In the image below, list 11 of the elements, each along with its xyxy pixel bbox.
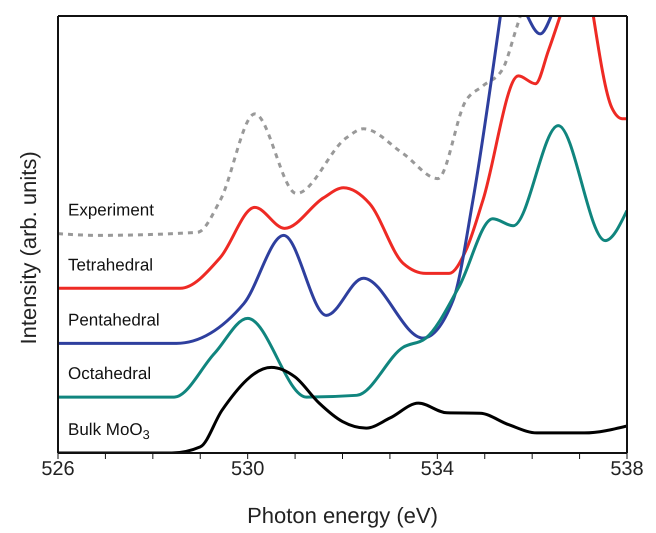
x-axis-title: Photon energy (eV) (247, 503, 438, 528)
x-tick-label: 530 (230, 458, 264, 480)
series-label: Pentahedral (68, 310, 160, 330)
x-tick-label: 526 (41, 458, 75, 480)
series-label: Bulk MoO$_{3}$ (68, 420, 150, 442)
series-label: Tetrahedral (68, 255, 154, 274)
x-tick-label: 534 (420, 458, 454, 480)
x-tick-label: 538 (610, 458, 644, 480)
y-axis-title: Intensity (arb. units) (16, 151, 41, 344)
series-label: Octahedral (68, 364, 152, 384)
series-label: Experiment (68, 200, 154, 220)
